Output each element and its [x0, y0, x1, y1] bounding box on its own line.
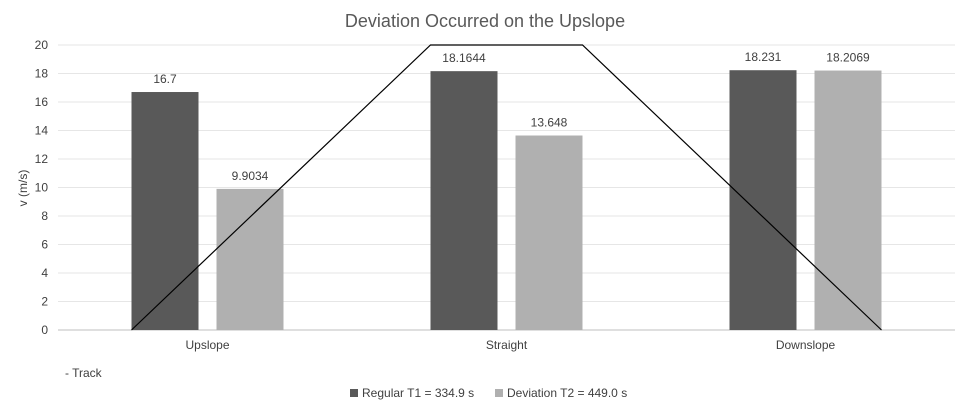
y-tick-label-4: 4	[41, 266, 48, 280]
y-axis-ticks: 0 2 4 6 8 10 12 14 16 18 20	[35, 38, 49, 337]
legend-label-series-2: Deviation T2 = 449.0 s	[507, 386, 627, 400]
track-note: - Track	[65, 366, 103, 380]
track-line-group	[131, 44, 882, 331]
data-label-upslope-series-1: 16.7	[153, 72, 177, 86]
data-label-straight-series-2: 13.648	[531, 116, 568, 130]
category-label-downslope: Downslope	[776, 338, 836, 352]
category-label-upslope: Upslope	[185, 338, 229, 352]
y-tick-label-2: 2	[41, 295, 48, 309]
y-tick-label-14: 14	[35, 124, 49, 138]
category-labels: Upslope Straight Downslope	[185, 338, 835, 352]
legend: Regular T1 = 334.9 s Deviation T2 = 449.0…	[350, 386, 627, 400]
bar-straight-series-1	[430, 71, 498, 331]
bar-downslope-series-2	[814, 70, 882, 331]
y-tick-label-0: 0	[41, 323, 48, 337]
bar-upslope-series-2	[216, 188, 284, 330]
chart-title: Deviation Occurred on the Upslope	[345, 11, 625, 31]
bars	[131, 70, 882, 331]
legend-label-series-1: Regular T1 = 334.9 s	[362, 386, 474, 400]
legend-swatch-series-1	[350, 389, 358, 397]
track-line	[131, 44, 882, 331]
gridlines	[58, 44, 955, 331]
y-tick-label-6: 6	[41, 238, 48, 252]
bar-straight-series-2	[515, 135, 583, 330]
legend-swatch-series-2	[495, 389, 503, 397]
y-tick-label-12: 12	[35, 152, 49, 166]
y-tick-label-8: 8	[41, 209, 48, 223]
y-tick-label-20: 20	[35, 38, 49, 52]
data-label-downslope-series-2: 18.2069	[826, 51, 870, 65]
category-label-straight: Straight	[486, 338, 528, 352]
data-labels: 16.7 9.9034 18.1644 13.648 18.231 18.2069	[153, 50, 870, 183]
data-label-upslope-series-2: 9.9034	[232, 169, 269, 183]
data-label-downslope-series-1: 18.231	[745, 50, 782, 64]
bar-upslope-series-1	[131, 92, 199, 331]
y-tick-label-18: 18	[35, 67, 49, 81]
data-label-straight-series-1: 18.1644	[442, 51, 486, 65]
y-tick-label-10: 10	[35, 181, 49, 195]
y-axis-title: v (m/s)	[16, 170, 30, 207]
bar-downslope-series-1	[729, 70, 797, 330]
y-tick-label-16: 16	[35, 95, 49, 109]
